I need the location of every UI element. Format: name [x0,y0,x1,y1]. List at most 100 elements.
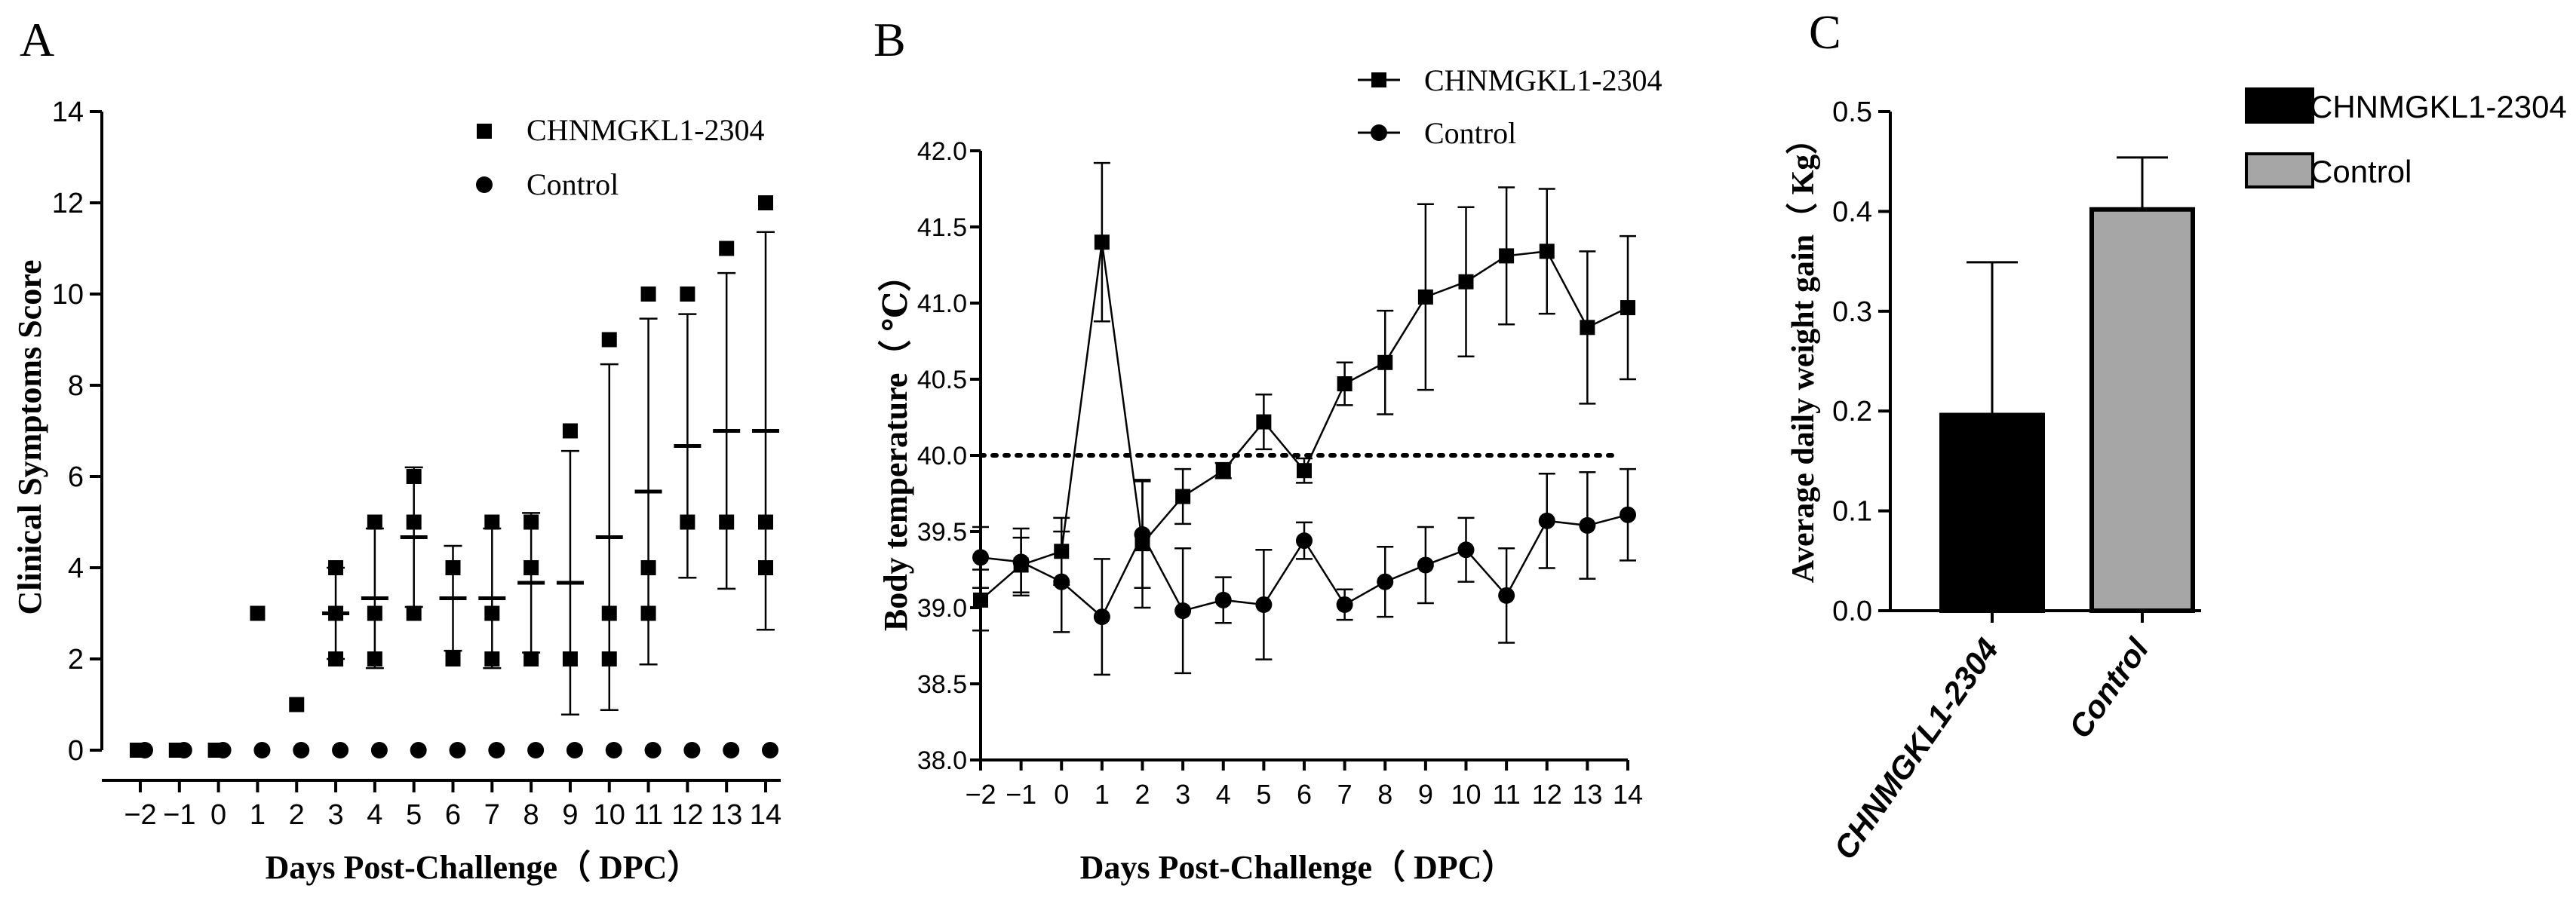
panel-a-point-chnmgkl [523,514,539,530]
panel-a-point-chnmgkl [406,469,422,484]
panel-a-x-tick-label: 1 [250,799,266,831]
panel-b-point-chnmgkl [1256,414,1272,430]
panel-a-x-tick-label: 3 [327,799,343,831]
panel-a-point-control [566,742,583,758]
panel-b-y-tick-label: 40.5 [917,366,967,394]
panel-b-point-chnmgkl [1094,234,1110,250]
legend-b-marker-square [1371,72,1386,87]
panel-b-x-tick-label: 9 [1418,779,1433,810]
panel-b-x-tick-label: 0 [1054,779,1069,810]
panel-a-x-tick-label: 9 [562,799,578,831]
panel-b-x-tick-label: 5 [1256,779,1271,810]
panel-a-point-chnmgkl [640,560,656,575]
panel-a-point-chnmgkl [758,195,773,210]
panel-a-y-tick-label: 6 [68,461,84,493]
panel-c-bar-chnmgkl [1939,412,2045,613]
panel-b-point-control [1093,608,1110,626]
panel-a-point-chnmgkl [680,287,695,302]
panel-a-point-control [410,742,427,758]
panel-a-point-chnmgkl [640,287,656,302]
panel-a-point-control [137,742,153,758]
panel-a-point-chnmgkl [367,605,382,621]
panel-b-y-tick-label: 40.0 [917,442,967,470]
legend-c-swatch-control [2245,152,2314,188]
panel-a-y-tick-label: 8 [68,370,84,402]
legend-a-marker-square [477,124,492,139]
panel-a-point-chnmgkl [523,560,539,575]
panel-c-y-tick-label: 0.2 [1832,396,1872,427]
panel-b-x-axis-title: Days Post-Challenge（ DPC） [1080,849,1515,886]
panel-b-point-chnmgkl [1175,489,1191,504]
panel-c-category-label: CHNMGKL1-2304 [1827,632,2006,866]
panel-a-x-tick-label: −2 [124,799,156,831]
panel-b-y-tick-label: 38.0 [917,746,967,775]
panel-a-point-control [683,742,701,758]
panel-a-x-tick-label: 8 [523,799,539,831]
panel-b-x-tick-label: 8 [1377,779,1392,810]
panel-label-c: C [1809,5,1841,59]
panel-b-y-tick-label: 39.0 [917,594,967,623]
panel-b-point-control [1457,541,1475,559]
panel-a-y-tick-label: 10 [52,279,84,311]
panel-b-marks [972,161,1636,676]
panel-b-point-chnmgkl [1215,463,1231,479]
panel-c-y-tick-label: 0.3 [1832,296,1872,328]
panel-b-y-tick-label: 38.5 [917,670,967,699]
panel-a-marks [130,195,779,758]
panel-a-point-chnmgkl [445,651,461,666]
panel-b-point-chnmgkl [1337,376,1352,392]
panel-a-x-tick-label: 11 [634,799,663,831]
panel-b-point-control [1538,512,1555,529]
panel-a-point-control [488,742,505,758]
panel-c-y-axis-title: Average daily weight gain（ Kg） [1785,123,1821,584]
panel-b-point-control [1214,591,1232,608]
panel-a-y-tick-label: 4 [68,553,84,584]
panel-b-point-control [1255,596,1273,613]
panel-a-x-tick-label: 4 [367,799,382,831]
panel-b-x-tick-label: 3 [1175,779,1190,810]
panel-b-point-control [1620,506,1636,523]
panel-b-x-tick-label: 6 [1297,779,1312,810]
panel-b-point-control [1012,553,1030,571]
panel-b-point-control [1296,532,1313,550]
panel-b-point-control [1579,516,1596,534]
panel-c-marks [1939,156,2195,613]
panel-b-x-tick-label: 14 [1613,779,1643,810]
panel-b-y-tick-label: 42.0 [917,137,967,166]
panel-label-a: A [20,13,54,66]
panel-c-category-label: Control [2062,631,2156,744]
legend-c-label-chnmgkl: CHNMGKL1-2304 [2310,89,2567,124]
legend-b-label-control: Control [1424,116,1516,150]
panel-a-x-tick-label: 10 [594,799,625,831]
panel-b-point-control [1053,573,1070,590]
panel-a-x-tick-label: 6 [445,799,461,831]
panel-b-x-tick-label: 13 [1572,779,1602,810]
panel-b-x-tick-label: 1 [1095,779,1110,810]
panel-a-point-chnmgkl [406,605,422,621]
panel-a-legend: CHNMGKL1-2304 Control [476,113,765,201]
panel-b-y-tick-label: 41.5 [917,213,967,242]
panel-b-x-tick-label: −1 [1006,779,1036,810]
panel-a-point-chnmgkl [328,560,344,575]
legend-c-swatch-chnmgkl [2245,87,2314,124]
panel-c-y-tick-label: 0.1 [1832,496,1872,528]
panel-a-point-chnmgkl [328,651,344,666]
panel-a-point-control [253,742,271,758]
panel-b-x-tick-label: 10 [1451,779,1481,810]
legend-c-label-control: Control [2310,154,2412,189]
panel-b-legend: CHNMGKL1-2304 Control [1358,63,1663,150]
panel-b-point-chnmgkl [1297,463,1312,479]
panel-b-point-control [1377,573,1394,590]
panel-c-y-tick-label: 0.5 [1832,97,1872,128]
panel-b-y-tick-label: 39.5 [917,518,967,547]
panel-a-point-chnmgkl [680,514,695,530]
panel-a-point-chnmgkl [562,423,578,439]
panel-a-point-chnmgkl [484,651,500,666]
panel-a-point-control [332,742,349,758]
panel-a-y-tick-label: 0 [68,735,84,767]
panel-b-point-control [1174,602,1192,620]
panel-a-point-chnmgkl [640,605,656,621]
legend-b-marker-circle [1371,124,1387,141]
panel-b-point-control [1498,587,1515,604]
